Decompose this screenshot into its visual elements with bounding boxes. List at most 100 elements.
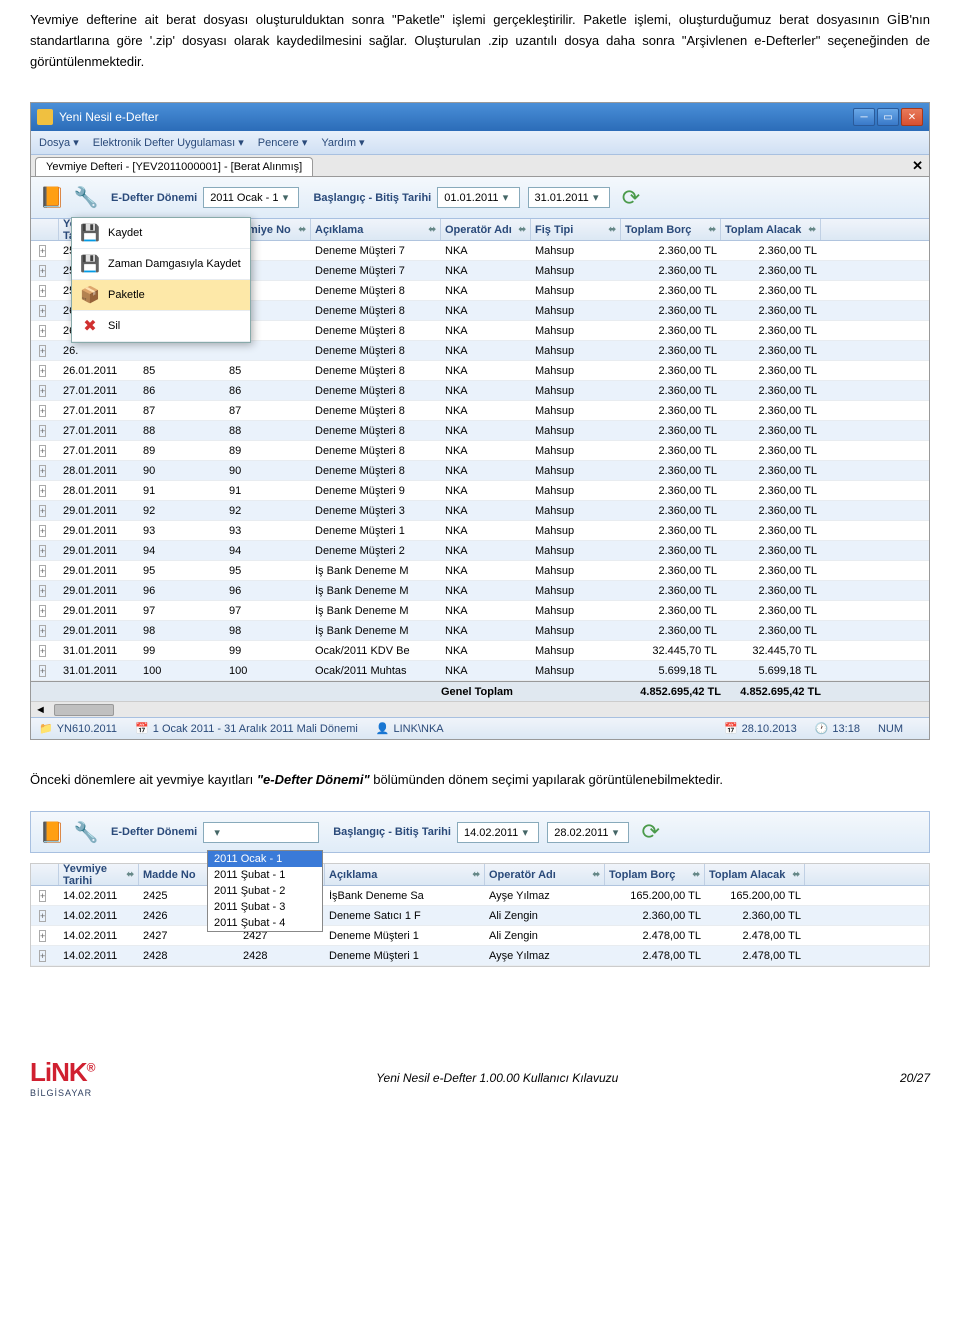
column-header[interactable]: Toplam Borç⬌ [605,864,705,885]
table-row[interactable]: +31.01.20119999Ocak/2011 KDV BeNKAMahsup… [31,641,929,661]
expand-icon[interactable]: + [39,305,46,317]
expand-icon[interactable]: + [39,950,46,962]
book-icon[interactable]: 📙 [37,817,67,847]
table-row[interactable]: +27.01.20118888Deneme Müşteri 8NKAMahsup… [31,421,929,441]
expand-icon[interactable]: + [39,365,46,377]
table-row[interactable]: +28.01.20119090Deneme Müşteri 8NKAMahsup… [31,461,929,481]
menu-yardim[interactable]: Yardım ▾ [321,136,364,149]
expand-icon[interactable]: + [39,645,46,657]
ctx-item[interactable]: 📦Paketle [72,280,250,311]
page-number: 20/27 [900,1071,930,1085]
table-row[interactable]: +14.02.20112426Deneme Satıcı 1 FAli Zeng… [31,906,929,926]
table-row[interactable]: +27.01.20118787Deneme Müşteri 8NKAMahsup… [31,401,929,421]
table-row[interactable]: +29.01.20119595İş Bank Deneme MNKAMahsup… [31,561,929,581]
column-header[interactable]: Açıklama⬌ [311,219,441,240]
cell: 2.360,00 TL [621,445,721,457]
table-row[interactable]: +27.01.20118989Deneme Müşteri 8NKAMahsup… [31,441,929,461]
tarih2-field[interactable]: 28.02.2011▾ [547,822,629,843]
expand-icon[interactable]: + [39,565,46,577]
column-header[interactable]: Operatör Adı⬌ [485,864,605,885]
cell: 2.360,00 TL [621,285,721,297]
combo-option[interactable]: 2011 Şubat - 4 [208,915,322,931]
table-row[interactable]: +26.Deneme Müşteri 8NKAMahsup2.360,00 TL… [31,341,929,361]
ctx-item[interactable]: ✖Sil [72,311,250,342]
table-row[interactable]: +27.01.20118686Deneme Müşteri 8NKAMahsup… [31,381,929,401]
combo-option[interactable]: 2011 Şubat - 1 [208,867,322,883]
tab-yevmiye[interactable]: Yevmiye Defteri - [YEV2011000001] - [Ber… [35,157,313,176]
tarih2-field[interactable]: 31.01.2011▾ [528,187,610,208]
expand-icon[interactable]: + [39,505,46,517]
expand-icon[interactable]: + [39,245,46,257]
column-header[interactable]: Fiş Tipi⬌ [531,219,621,240]
expand-icon[interactable]: + [39,625,46,637]
expand-icon[interactable]: + [39,930,46,942]
expand-icon[interactable]: + [39,485,46,497]
expand-icon[interactable]: + [39,665,46,677]
table-row[interactable]: +14.02.201124272427Deneme Müşteri 1Ali Z… [31,926,929,946]
combo-option[interactable]: 2011 Ocak - 1 [208,851,322,867]
table-row[interactable]: +29.01.20119494Deneme Müşteri 2NKAMahsup… [31,541,929,561]
tools-icon[interactable]: 🔧 [71,817,101,847]
refresh-icon[interactable]: ⟳ [622,185,640,211]
table-row[interactable]: +29.01.20119696İş Bank Deneme MNKAMahsup… [31,581,929,601]
cell: Mahsup [531,505,621,517]
donem-combo[interactable]: 2011 Ocak - 1▾ [203,187,299,208]
expand-icon[interactable]: + [39,525,46,537]
expand-icon[interactable]: + [39,890,46,902]
book-icon[interactable]: 📙 [37,183,67,213]
column-header[interactable]: Toplam Alacak⬌ [721,219,821,240]
table-row[interactable]: +26.01.20118585Deneme Müşteri 8NKAMahsup… [31,361,929,381]
column-header[interactable]: Yevmiye Tarihi⬌ [59,864,139,885]
tarih1-field[interactable]: 01.01.2011▾ [437,187,519,208]
minimize-button[interactable]: ─ [853,108,875,126]
cell: İş Bank Deneme M [311,565,441,577]
combo-option[interactable]: 2011 Şubat - 3 [208,899,322,915]
ctx-item[interactable]: 💾Zaman Damgasıyla Kaydet [72,249,250,280]
expand-icon[interactable]: + [39,385,46,397]
donem-combo-list[interactable]: 2011 Ocak - 12011 Şubat - 12011 Şubat - … [207,850,323,932]
cell: 2.360,00 TL [621,365,721,377]
table-row[interactable]: +29.01.20119393Deneme Müşteri 1NKAMahsup… [31,521,929,541]
close-button[interactable]: ✕ [901,108,923,126]
tab-close-icon[interactable]: ✕ [912,158,923,174]
expand-icon[interactable]: + [39,465,46,477]
menu-dosya[interactable]: Dosya ▾ [39,136,79,149]
expand-icon[interactable]: + [39,425,46,437]
table-row[interactable]: +28.01.20119191Deneme Müşteri 9NKAMahsup… [31,481,929,501]
cell: NKA [441,425,531,437]
table-row[interactable]: +29.01.20119797İş Bank Deneme MNKAMahsup… [31,601,929,621]
expand-icon[interactable]: + [39,285,46,297]
ctx-item[interactable]: 💾Kaydet [72,218,250,249]
column-header[interactable]: Açıklama⬌ [325,864,485,885]
column-header[interactable] [31,864,59,885]
table-row[interactable]: +14.02.20112425İşBank Deneme SaAyşe Yılm… [31,886,929,906]
table-row[interactable]: +29.01.20119292Deneme Müşteri 3NKAMahsup… [31,501,929,521]
column-header[interactable] [31,219,59,240]
tools-icon[interactable]: 🔧 [71,183,101,213]
tarih1-field[interactable]: 14.02.2011▾ [457,822,539,843]
expand-icon[interactable]: + [39,265,46,277]
refresh-icon[interactable]: ⟳ [641,819,659,845]
expand-icon[interactable]: + [39,345,46,357]
table-row[interactable]: +29.01.20119898İş Bank Deneme MNKAMahsup… [31,621,929,641]
expand-icon[interactable]: + [39,445,46,457]
donem-combo[interactable]: ▾ [203,822,319,843]
column-header[interactable]: Operatör Adı⬌ [441,219,531,240]
column-header[interactable]: Toplam Borç⬌ [621,219,721,240]
table-row[interactable]: +14.02.201124282428Deneme Müşteri 1Ayşe … [31,946,929,966]
expand-icon[interactable]: + [39,545,46,557]
column-header[interactable]: Toplam Alacak⬌ [705,864,805,885]
menu-pencere[interactable]: Pencere ▾ [258,136,308,149]
expand-icon[interactable]: + [39,910,46,922]
maximize-button[interactable]: ▭ [877,108,899,126]
scrollbar-horizontal[interactable]: ◄ [31,701,929,717]
expand-icon[interactable]: + [39,585,46,597]
menu-edefter[interactable]: Elektronik Defter Uygulaması ▾ [93,136,244,149]
table-row[interactable]: +31.01.2011100100Ocak/2011 MuhtasNKAMahs… [31,661,929,681]
combo-option[interactable]: 2011 Şubat - 2 [208,883,322,899]
cell: 32.445,70 TL [721,645,821,657]
expand-icon[interactable]: + [39,325,46,337]
footer-title: Yeni Nesil e-Defter 1.00.00 Kullanıcı Kı… [376,1071,618,1085]
expand-icon[interactable]: + [39,405,46,417]
expand-icon[interactable]: + [39,605,46,617]
